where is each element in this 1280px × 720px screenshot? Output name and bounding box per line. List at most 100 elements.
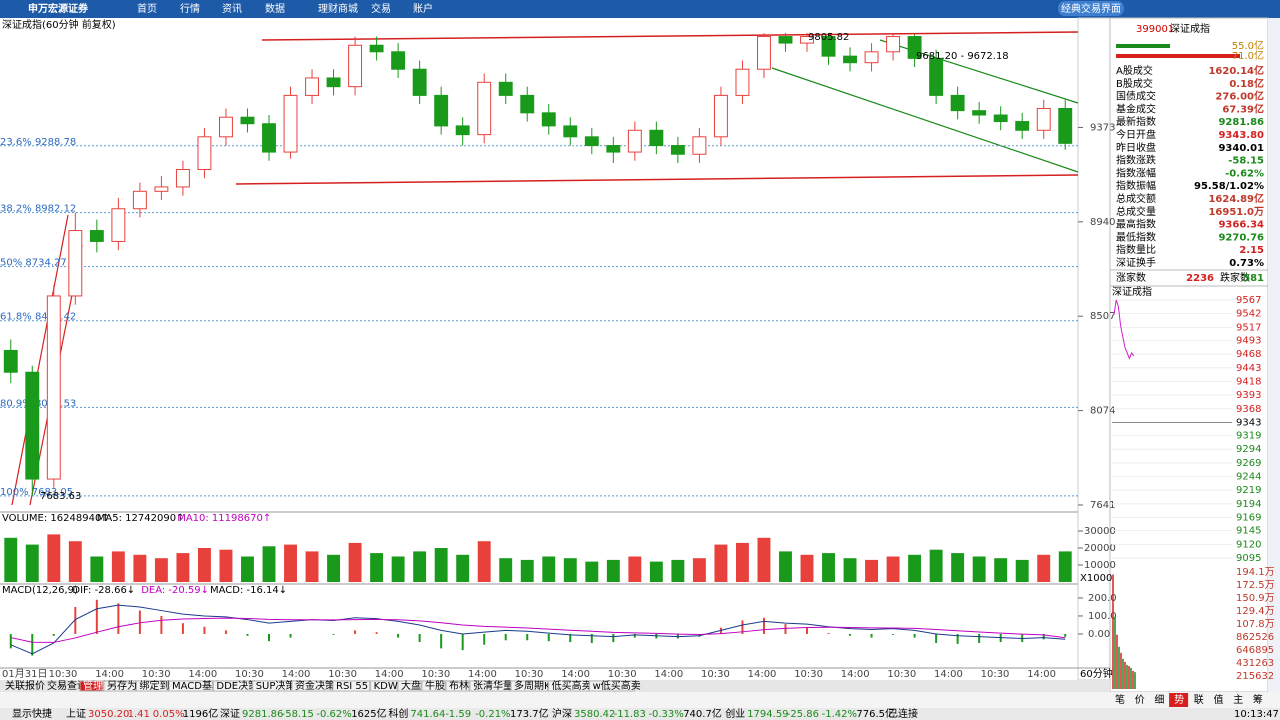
toolbar-button-bg[interactable] xyxy=(445,680,470,692)
status-field: 3050.20 xyxy=(88,709,129,720)
candle-body xyxy=(326,77,341,88)
panel-tab[interactable]: 主 xyxy=(1233,694,1243,706)
menu-item[interactable]: 资讯 xyxy=(222,3,242,15)
toolbar-button[interactable]: MACD基本 xyxy=(172,679,222,692)
range-annotation: 9681.20 - 9672.18 xyxy=(916,51,1009,62)
toolbar-tab[interactable]: 交易查询 xyxy=(47,679,87,692)
toolbar-button[interactable]: w低买高卖 xyxy=(593,679,641,692)
status-field: -58.15 xyxy=(282,709,314,720)
volume-bar xyxy=(25,544,39,582)
toolbar-button-bg[interactable] xyxy=(548,680,590,692)
mini-tick-label: 9219 xyxy=(1236,485,1261,496)
toolbar-button[interactable]: 管理 xyxy=(83,679,103,692)
toolbar-button[interactable]: 绑定到 xyxy=(140,679,170,692)
panel-tab[interactable]: 联 xyxy=(1194,694,1204,706)
menu-item[interactable]: 账户 xyxy=(413,2,433,15)
volume-bar xyxy=(68,541,82,582)
y-tick-label: 8507 xyxy=(1090,311,1115,322)
mini-vol-label: 194.1万 xyxy=(1236,567,1275,578)
mini-title: 深证成指 xyxy=(1112,285,1152,298)
mode-button-bg[interactable] xyxy=(1058,1,1124,16)
status-time: 10:13:47 xyxy=(1234,709,1279,720)
y-tick-label: 7641 xyxy=(1090,500,1115,511)
toolbar-button[interactable]: 布林 xyxy=(449,679,469,692)
candle-body xyxy=(111,208,126,242)
candle-body xyxy=(886,36,901,53)
toolbar-button[interactable]: RSI 55 xyxy=(336,681,368,692)
x-tick-label: 10:30 xyxy=(421,669,450,680)
menu-item[interactable]: 首页 xyxy=(137,2,157,15)
quote-value: 9340.01 xyxy=(1218,143,1264,154)
toolbar-button[interactable]: KDWR xyxy=(374,681,405,692)
status-field: 科创 xyxy=(388,707,408,720)
quote-value: 2.15 xyxy=(1239,245,1264,256)
menu-item[interactable]: 数据 xyxy=(265,2,285,15)
candle-body xyxy=(541,112,556,127)
toolbar-button-bg[interactable] xyxy=(589,680,636,692)
up-count: 2236 xyxy=(1186,273,1214,284)
panel-tab[interactable]: 值 xyxy=(1214,693,1224,706)
toolbar-button[interactable]: 低买高卖 xyxy=(552,679,592,692)
toolbar-button-bg[interactable] xyxy=(397,680,422,692)
x-tick-label: 14:00 xyxy=(188,669,217,680)
candle-body xyxy=(369,44,384,53)
volume-bar xyxy=(606,559,620,582)
toolbar-button[interactable]: 多周期K xyxy=(514,679,551,692)
panel-tab[interactable]: 筹 xyxy=(1253,693,1263,706)
low-annotation: 7683.63 xyxy=(40,491,81,502)
toolbar-button[interactable]: 大盘 xyxy=(401,679,421,692)
volume-bar xyxy=(865,559,879,582)
candle-body xyxy=(757,36,771,70)
toolbar-button[interactable]: 张清华量 xyxy=(473,679,513,692)
up-label: 涨家数 xyxy=(1116,271,1146,284)
toolbar-button-bg[interactable] xyxy=(212,680,253,692)
menu-item[interactable]: 交易 xyxy=(371,2,391,15)
candle-body xyxy=(563,125,578,138)
mini-tick-label: 9343 xyxy=(1236,417,1261,428)
mini-tick-label: 9517 xyxy=(1236,322,1261,333)
quote-value: -0.62% xyxy=(1225,168,1264,179)
toolbar-button-bg[interactable] xyxy=(469,680,511,692)
toolbar-button[interactable]: DDE决策 xyxy=(216,679,258,692)
toolbar-button-bg[interactable] xyxy=(168,680,213,692)
toolbar-button-bg[interactable] xyxy=(332,680,371,692)
mini-tick-label: 9095 xyxy=(1236,553,1261,564)
mini-vol-label: 215632 xyxy=(1236,671,1274,682)
status-field: 3580.42 xyxy=(574,709,615,720)
panel-tab[interactable]: 价 xyxy=(1135,694,1145,706)
candle-body xyxy=(972,110,987,116)
mode-button[interactable]: 经典交易界面 xyxy=(1061,2,1121,15)
quote-label: 深证换手 xyxy=(1116,256,1156,269)
quote-label: 昨日收盘 xyxy=(1116,141,1156,154)
y-tick-label: 200.0 xyxy=(1088,593,1117,604)
candle-body xyxy=(520,94,535,114)
toolbar-button-bg[interactable] xyxy=(510,680,549,692)
toolbar-button-bg[interactable] xyxy=(291,680,333,692)
panel-tab[interactable]: 笔 xyxy=(1115,693,1125,706)
panel-tab[interactable]: 势 xyxy=(1174,693,1184,706)
toolbar-button-bg[interactable] xyxy=(252,680,292,692)
toolbar-button[interactable]: 资金决策 xyxy=(295,679,335,692)
channel-line xyxy=(771,67,1079,173)
candle-body xyxy=(477,81,492,136)
x-tick-label: 14:00 xyxy=(468,669,497,680)
candle-body xyxy=(1036,107,1051,131)
menu-item[interactable]: 行情 xyxy=(180,2,200,15)
mini-vol-label: 172.5万 xyxy=(1236,580,1275,591)
toolbar-button-bg[interactable] xyxy=(136,680,169,692)
volume-bar xyxy=(542,556,556,582)
status-field: 1196亿 xyxy=(183,707,218,720)
toolbar-button[interactable]: SUP决策 xyxy=(256,679,296,692)
toolbar-tab[interactable]: 关联报价 xyxy=(5,679,45,692)
toolbar-button-bg[interactable] xyxy=(103,680,136,692)
toolbar-button-bg[interactable] xyxy=(370,680,398,692)
volume-bar xyxy=(1015,559,1029,582)
toolbar-button[interactable]: 另存为 xyxy=(107,679,137,692)
toolbar-button[interactable]: 牛股 xyxy=(425,679,445,692)
quote-value: 9281.86 xyxy=(1218,117,1264,128)
panel-tab[interactable]: 细 xyxy=(1154,693,1164,706)
toolbar-button-bg[interactable] xyxy=(421,680,446,692)
menu-item[interactable]: 理财商城 xyxy=(318,2,358,15)
toolbar-button-bg[interactable] xyxy=(79,680,104,692)
